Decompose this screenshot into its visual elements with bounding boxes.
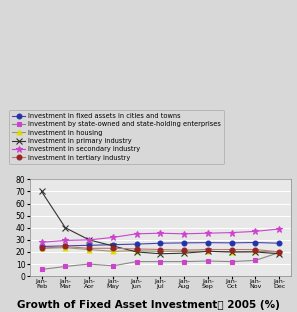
Investment in secondary industry [254, 230, 257, 233]
Investment in fixed assets in cities and towns [135, 242, 138, 246]
Investment by state-owned and state-holding enterprises [254, 259, 257, 262]
Investment in tertiary industry [111, 246, 115, 250]
Investment in housing [182, 250, 186, 253]
Text: Growth of Fixed Asset Investment， 2005 (%): Growth of Fixed Asset Investment， 2005 (… [17, 300, 280, 310]
Investment in housing [64, 246, 67, 250]
Investment in fixed assets in cities and towns [87, 243, 91, 247]
Line: Investment in primary industry: Investment in primary industry [39, 189, 282, 256]
Investment in fixed assets in cities and towns [111, 243, 115, 246]
Investment in primary industry [277, 252, 281, 256]
Investment in secondary industry [206, 231, 210, 235]
Investment in tertiary industry [230, 248, 233, 251]
Investment by state-owned and state-holding enterprises [87, 262, 91, 266]
Investment in tertiary industry [206, 248, 210, 251]
Investment in fixed assets in cities and towns [64, 244, 67, 248]
Line: Investment in fixed assets in cities and towns: Investment in fixed assets in cities and… [39, 240, 282, 249]
Investment in secondary industry [64, 239, 67, 242]
Investment in housing [230, 250, 233, 254]
Investment by state-owned and state-holding enterprises [159, 260, 162, 263]
Investment in tertiary industry [40, 246, 43, 250]
Investment in fixed assets in cities and towns [206, 241, 210, 245]
Line: Investment in tertiary industry: Investment in tertiary industry [39, 244, 282, 254]
Investment in primary industry [87, 238, 91, 242]
Investment in tertiary industry [182, 248, 186, 252]
Investment in secondary industry [87, 238, 91, 242]
Investment in tertiary industry [277, 250, 281, 254]
Investment in fixed assets in cities and towns [182, 241, 186, 245]
Investment in tertiary industry [64, 245, 67, 248]
Investment in tertiary industry [135, 247, 138, 251]
Investment in primary industry [206, 250, 210, 253]
Investment in secondary industry [159, 231, 162, 235]
Investment in fixed assets in cities and towns [230, 241, 233, 245]
Investment in housing [159, 250, 162, 253]
Investment in secondary industry [135, 232, 138, 236]
Investment in housing [206, 250, 210, 253]
Investment in secondary industry [230, 231, 233, 235]
Investment in secondary industry [40, 240, 43, 244]
Investment in tertiary industry [159, 248, 162, 251]
Investment in primary industry [135, 250, 138, 254]
Investment in housing [135, 249, 138, 253]
Investment in fixed assets in cities and towns [254, 241, 257, 244]
Investment in housing [40, 246, 43, 250]
Investment in fixed assets in cities and towns [277, 241, 281, 245]
Investment in secondary industry [182, 232, 186, 236]
Investment by state-owned and state-holding enterprises [277, 251, 281, 254]
Line: Investment in secondary industry: Investment in secondary industry [38, 226, 283, 246]
Investment by state-owned and state-holding enterprises [111, 264, 115, 268]
Investment in primary industry [111, 244, 115, 248]
Investment in primary industry [182, 251, 186, 255]
Investment in tertiary industry [254, 248, 257, 251]
Investment in primary industry [159, 252, 162, 256]
Investment in housing [254, 250, 257, 253]
Investment in secondary industry [111, 236, 115, 239]
Investment by state-owned and state-holding enterprises [206, 259, 210, 263]
Investment in primary industry [254, 250, 257, 254]
Investment by state-owned and state-holding enterprises [230, 260, 233, 263]
Investment by state-owned and state-holding enterprises [64, 265, 67, 268]
Line: Investment by state-owned and state-holding enterprises: Investment by state-owned and state-hold… [39, 250, 282, 272]
Investment by state-owned and state-holding enterprises [182, 260, 186, 263]
Investment in housing [111, 250, 115, 253]
Investment in housing [87, 248, 91, 251]
Line: Investment in housing: Investment in housing [39, 245, 282, 254]
Investment in primary industry [230, 250, 233, 254]
Investment in fixed assets in cities and towns [159, 241, 162, 245]
Investment in primary industry [40, 190, 43, 193]
Investment in housing [277, 250, 281, 254]
Investment by state-owned and state-holding enterprises [40, 268, 43, 271]
Investment in tertiary industry [87, 246, 91, 250]
Investment by state-owned and state-holding enterprises [135, 260, 138, 263]
Investment in fixed assets in cities and towns [40, 245, 43, 248]
Investment in primary industry [64, 226, 67, 230]
Legend: Investment in fixed assets in cities and towns, Investment by state-owned and st: Investment in fixed assets in cities and… [9, 110, 224, 164]
Investment in secondary industry [277, 227, 281, 231]
